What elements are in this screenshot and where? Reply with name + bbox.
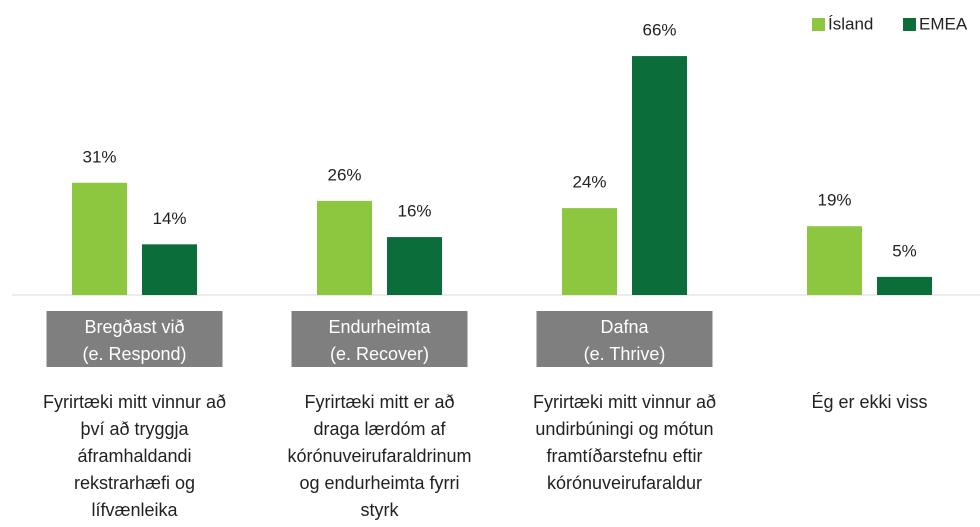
- bar: [317, 200, 372, 295]
- category-label: Bregðast við: [84, 317, 184, 337]
- category-description: því að tryggja: [80, 419, 189, 439]
- bar: [142, 244, 197, 295]
- category-description: og endurheimta fyrri: [299, 473, 459, 493]
- value-label: 24%: [572, 173, 606, 192]
- category-description: Fyrirtæki mitt vinnur að: [533, 392, 716, 412]
- category-description: áframhaldandi: [77, 446, 191, 466]
- category-description: draga lærdóm af: [313, 419, 446, 439]
- category-description: undirbúningi og mótun: [535, 419, 713, 439]
- category-box: [536, 311, 713, 367]
- category-label: (e. Recover): [330, 344, 429, 364]
- category-description: styrk: [361, 500, 400, 520]
- category-label: Endurheimta: [328, 317, 431, 337]
- value-label: 19%: [817, 191, 851, 210]
- bar: [877, 276, 932, 295]
- category-label: (e. Thrive): [584, 344, 666, 364]
- category-box: [46, 311, 223, 367]
- category-description: framtíðarstefnu eftir: [546, 446, 702, 466]
- category-description: Ég er ekki viss: [811, 392, 927, 412]
- category-box: [291, 311, 468, 367]
- category-description: Fyrirtæki mitt er að: [304, 392, 454, 412]
- category-description: lífvænleika: [91, 500, 178, 520]
- category-description: rekstrarhæfi og: [74, 473, 195, 493]
- category-description: kórónuveirufaraldur: [547, 473, 702, 493]
- legend-label: EMEA: [919, 14, 968, 33]
- value-label: 16%: [397, 202, 431, 221]
- category-description: kórónuveirufaraldrinum: [287, 446, 471, 466]
- category-label: Dafna: [600, 317, 649, 337]
- category-label: (e. Respond): [82, 344, 186, 364]
- legend-swatch: [903, 18, 916, 31]
- value-label: 31%: [82, 147, 116, 166]
- bar: [387, 237, 442, 295]
- legend-label: Ísland: [828, 14, 873, 33]
- bar: [72, 182, 127, 295]
- legend-swatch: [812, 18, 825, 31]
- value-label: 26%: [327, 165, 361, 184]
- bar: [807, 226, 862, 295]
- bar: [562, 208, 617, 295]
- bar: [632, 56, 687, 295]
- category-description: Fyrirtæki mitt vinnur að: [43, 392, 226, 412]
- value-label: 66%: [642, 21, 676, 40]
- value-label: 14%: [152, 209, 186, 228]
- value-label: 5%: [892, 241, 917, 260]
